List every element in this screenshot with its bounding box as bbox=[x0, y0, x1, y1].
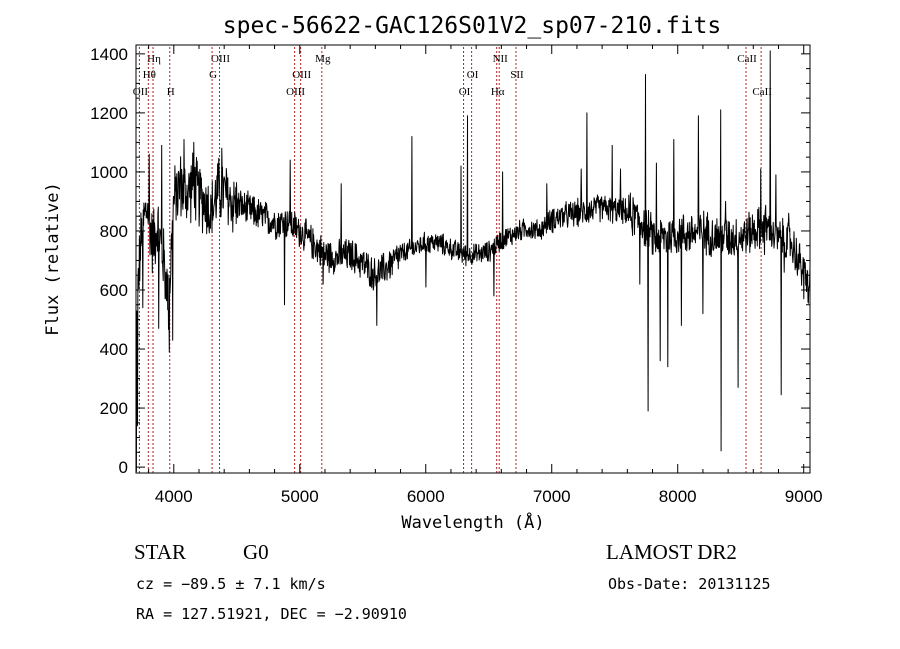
spectral-line-label: OIII bbox=[211, 53, 230, 65]
x-tick-label: 9000 bbox=[785, 487, 823, 506]
chart-title: spec-56622-GAC126S01V2_sp07-210.fits bbox=[223, 13, 722, 39]
x-tick-label: 5000 bbox=[281, 487, 319, 506]
spectral-line-label: Hθ bbox=[143, 69, 156, 81]
y-tick-label: 600 bbox=[100, 281, 128, 300]
spectral-line-label: OII bbox=[133, 86, 149, 98]
object-class: STAR bbox=[134, 540, 186, 564]
spectral-line-label: G bbox=[209, 69, 217, 81]
spectral-line-label: CaII bbox=[752, 86, 772, 98]
spectral-line-label: H bbox=[167, 86, 175, 98]
spectral-line-label: Hη bbox=[147, 53, 161, 65]
y-tick-label: 400 bbox=[100, 340, 128, 359]
spectral-line-label: SII bbox=[510, 69, 524, 81]
plot-frame bbox=[135, 44, 811, 474]
y-tick-label: 200 bbox=[100, 399, 128, 418]
spectral-line-label: NII bbox=[493, 53, 509, 65]
spectral-line-label: OI bbox=[459, 86, 471, 98]
survey-name: LAMOST DR2 bbox=[606, 540, 737, 564]
y-tick-label: 0 bbox=[119, 458, 128, 477]
spectral-line-markers: Hη Hθ OII H OIII G OIII OIII Mg NII OI SII OI Hα CaII C… bbox=[133, 47, 772, 473]
spectral-line-label: OI bbox=[467, 69, 479, 81]
spectral-line-label: Mg bbox=[315, 53, 331, 65]
y-tick-label: 1000 bbox=[90, 163, 128, 182]
object-subclass: G0 bbox=[243, 540, 269, 564]
spectral-line-label: OIII bbox=[292, 69, 311, 81]
x-axis-label: Wavelength (Å) bbox=[401, 511, 544, 533]
y-axis-label: Flux (relative) bbox=[43, 182, 63, 336]
x-tick-label: 6000 bbox=[407, 487, 445, 506]
y-tick-label: 800 bbox=[100, 222, 128, 241]
spectral-line-label: CaII bbox=[737, 53, 757, 65]
coordinates: RA = 127.51921, DEC = −2.90910 bbox=[136, 605, 407, 623]
x-tick-label: 8000 bbox=[659, 487, 697, 506]
y-tick-label: 1400 bbox=[90, 45, 128, 64]
spectral-line-label: OIII bbox=[286, 86, 305, 98]
spectral-line-label: Hα bbox=[491, 86, 505, 98]
y-axis-ticks: 0 200 400 600 800 1000 1200 1400 bbox=[90, 45, 810, 477]
x-tick-label: 7000 bbox=[533, 487, 571, 506]
x-tick-label: 4000 bbox=[155, 487, 193, 506]
x-axis-ticks: 4000 5000 6000 7000 8000 9000 bbox=[148, 45, 823, 506]
spectrum-line bbox=[135, 50, 811, 472]
y-tick-label: 1200 bbox=[90, 104, 128, 123]
redshift-velocity: cz = −89.5 ± 7.1 km/s bbox=[136, 575, 326, 593]
observation-date: Obs-Date: 20131125 bbox=[608, 575, 771, 593]
